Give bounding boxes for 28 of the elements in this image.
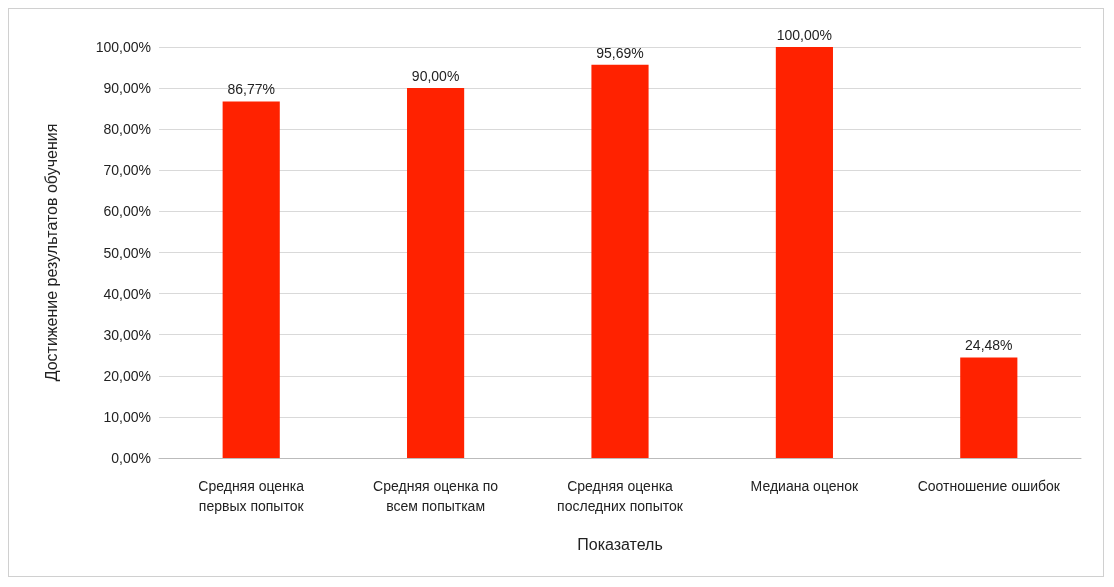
y-tick-label: 0,00% (111, 450, 151, 466)
data-label: 100,00% (776, 27, 833, 43)
data-label: 86,77% (227, 81, 275, 98)
y-tick-label: 100,00% (95, 39, 151, 55)
y-axis-title: Достижение результатов обучения (42, 123, 60, 382)
y-tick-label: 40,00% (103, 285, 151, 302)
y-tick-label: 20,00% (103, 367, 151, 384)
x-tick-label: Средняя оценка первых попыток (198, 478, 305, 514)
x-axis-title: Показатель (577, 535, 663, 553)
data-label: 90,00% (411, 68, 460, 85)
y-tick-label: 30,00% (103, 326, 151, 343)
bar (591, 64, 649, 458)
y-tick-label: 70,00% (103, 162, 151, 179)
y-tick-label: 50,00% (103, 244, 151, 261)
y-tick-label: 80,00% (103, 121, 151, 138)
data-label: 95,69% (596, 44, 644, 61)
bar (775, 47, 833, 458)
x-tick-label: Средняя оценка по всем попыткам (373, 478, 499, 514)
y-tick-label: 10,00% (103, 408, 151, 425)
bar (407, 88, 465, 458)
x-tick-label: Средняя оценка последних попыток (557, 478, 684, 514)
y-tick-label: 60,00% (103, 203, 151, 220)
x-tick-label: Медиана оценок (750, 478, 860, 494)
x-tick-label: Соотношение ошибок (917, 478, 1061, 494)
bar (222, 101, 280, 458)
y-tick-label: 90,00% (103, 80, 151, 97)
bar (960, 357, 1018, 458)
data-label: 24,48% (965, 337, 1013, 354)
